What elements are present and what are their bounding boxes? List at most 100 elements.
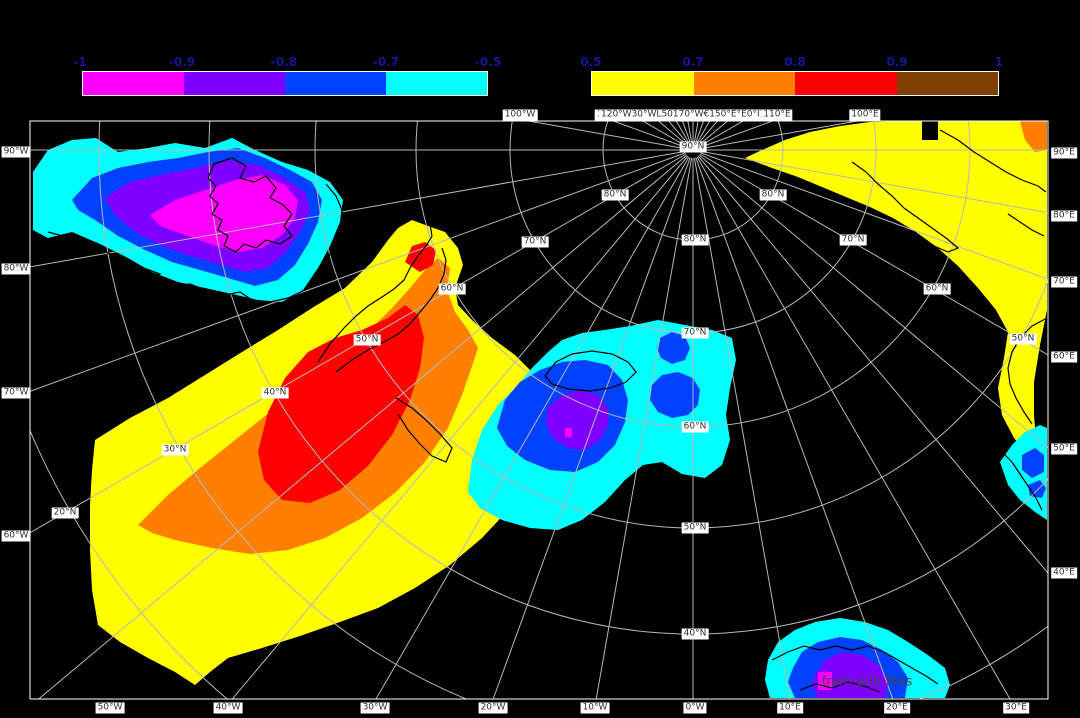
colorbar-tick-label: 0.5 xyxy=(580,55,602,69)
blob-siberia-yellow xyxy=(745,121,1047,455)
map-frame xyxy=(29,120,1049,700)
coastline-greenland-east-coast xyxy=(335,247,447,373)
graticule-label: 90°N xyxy=(679,141,707,153)
graticule-label: 30°N xyxy=(161,444,189,456)
colorbar-tick-label: -1 xyxy=(73,55,87,69)
meridian-line xyxy=(700,150,1048,214)
graticule-label: 100°W xyxy=(502,109,538,121)
blob-caspian-blue-1 xyxy=(1022,448,1044,478)
graticule-label: 70°E xyxy=(1051,276,1077,288)
meridian-line xyxy=(668,121,689,145)
graticule-label: 60°W xyxy=(1,530,31,542)
blob-norwegian-blue-spot-1 xyxy=(657,332,690,364)
colorbar-segment xyxy=(693,72,795,95)
meridian-line xyxy=(693,157,791,699)
graticule-label: 50°N xyxy=(353,334,381,346)
graticule-label: 80°W xyxy=(1,263,31,275)
colorbar-tick-label: -0.7 xyxy=(372,55,400,69)
meridian-line xyxy=(525,121,686,150)
colorbar-tick-label: -0.5 xyxy=(474,55,502,69)
colorbar-segment xyxy=(386,72,487,95)
graticule-label: 60°N xyxy=(923,283,951,295)
meridian-line xyxy=(697,155,1048,574)
colorbar-segment xyxy=(896,72,998,95)
meridian-line xyxy=(698,154,1048,449)
meridian-line xyxy=(492,157,691,699)
colorbar-segment xyxy=(285,72,386,95)
colorbar-positive-correlation xyxy=(591,71,999,96)
graticule-label: 20°W xyxy=(478,702,508,714)
meridian-line xyxy=(231,155,689,699)
meridian-line xyxy=(30,152,686,392)
blob-iceland-purple xyxy=(546,390,608,450)
graticule-label: 70°N xyxy=(681,327,709,339)
graticule-label: 50°E xyxy=(1051,443,1077,455)
colorbar-tick-label: -0.8 xyxy=(270,55,298,69)
coastline-blacksea-coast-north xyxy=(771,645,939,685)
graticule-label: 110°E xyxy=(761,109,793,121)
meridian-line xyxy=(700,152,1048,280)
graticule-label: 30°E xyxy=(1003,702,1029,714)
colorbar-tick-label: 0.9 xyxy=(886,55,908,69)
meridian-line xyxy=(595,157,693,699)
graticule-label: 90°E xyxy=(1051,147,1077,159)
colorbar-negative-correlation xyxy=(82,71,488,96)
graticule-label: 20°N xyxy=(51,507,79,519)
colorbar-tick-label: 1 xyxy=(994,55,1004,69)
coastline-norway-coast xyxy=(851,161,960,253)
colorbar-tick-label: 0.8 xyxy=(784,55,806,69)
graticule-label: 40°N xyxy=(681,628,709,640)
graticule-label: 40°W xyxy=(213,702,243,714)
meridian-line xyxy=(30,150,686,268)
colorbar-segment xyxy=(83,72,184,95)
blob-siberia-orange-spot xyxy=(1020,121,1047,152)
meridian-line xyxy=(375,156,690,699)
graticule-label: 60°E xyxy=(1051,351,1077,363)
graticule-label: 60°N xyxy=(681,421,709,433)
coastline-greenland-west-coast xyxy=(317,223,433,363)
graticule-label: 30°W xyxy=(360,702,390,714)
blob-atlantic-red xyxy=(258,305,424,503)
graticule-label: 60°N xyxy=(438,283,466,295)
meridian-line xyxy=(695,157,894,699)
graticule-label: 100°E xyxy=(849,109,881,121)
blob-norwegian-blue-spot-2 xyxy=(650,372,700,418)
graticule-label: 120°W30°WL50170°W€150°E°E0°I120°E xyxy=(599,109,789,121)
meridian-line xyxy=(641,121,687,147)
meridian-line xyxy=(696,156,1011,699)
graticule-label: 50°W xyxy=(95,702,125,714)
colorbar-segment xyxy=(795,72,897,95)
blob-canada-magenta xyxy=(150,175,298,252)
coastline-blacksea-coast-south xyxy=(799,681,881,693)
graticule-label: 0°W xyxy=(683,702,707,714)
graticule-label: 10°W xyxy=(580,702,610,714)
graticule-label: 70°W xyxy=(1,387,31,399)
coastline-newfoundland-coast xyxy=(395,397,453,463)
colorbar-tick-label: -0.9 xyxy=(168,55,196,69)
coastline-scandinavia-coast xyxy=(1007,317,1048,425)
graticule-label: 50°N xyxy=(681,522,709,534)
graticule-label: 40°E xyxy=(1051,567,1077,579)
colorbar-segment xyxy=(592,72,694,95)
graticule-label: 80°N xyxy=(681,234,709,246)
graticule-label: 90°W xyxy=(1,146,31,158)
graticule-label: 80°N xyxy=(759,189,787,201)
meridian-line xyxy=(611,121,686,148)
graticule-label: 40°N xyxy=(261,387,289,399)
meridian-line xyxy=(657,121,688,146)
coastline-russia-arctic-coast xyxy=(939,129,1047,193)
graticule-label: 70°N xyxy=(521,236,549,248)
graticule-label: 80°N xyxy=(601,189,629,201)
blob-iceland-magenta-dot xyxy=(565,428,572,437)
colorbar-segment xyxy=(184,72,285,95)
graticule-label: 80°E xyxy=(1051,210,1077,222)
meridian-line xyxy=(37,154,688,699)
coastline-caspian-coast xyxy=(1001,451,1043,511)
graticule-label: 20°E xyxy=(884,702,910,714)
graticule-label: 10°E xyxy=(777,702,803,714)
graticule-label: 70°N xyxy=(839,234,867,246)
graticule-label: 50°N xyxy=(1009,333,1037,345)
